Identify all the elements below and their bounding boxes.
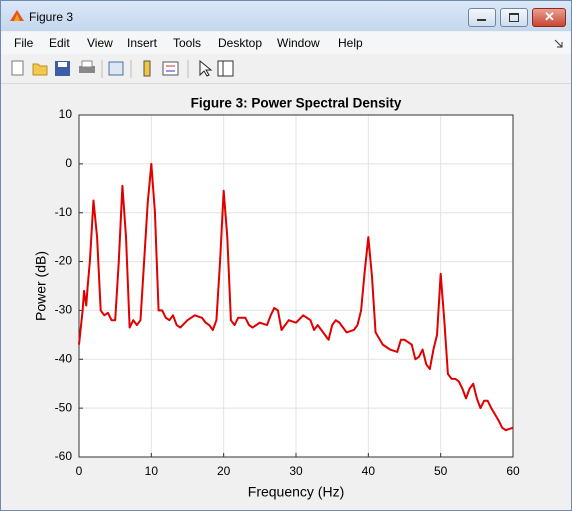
y-tick-label: -20 — [55, 254, 73, 268]
x-tick-label: 0 — [76, 464, 83, 478]
x-tick-label: 40 — [362, 464, 376, 478]
y-tick-label: -10 — [55, 205, 73, 219]
x-tick-label: 20 — [217, 464, 231, 478]
colorbar-icon[interactable] — [143, 60, 151, 77]
print-icon[interactable] — [79, 60, 95, 73]
y-tick-label: -40 — [55, 351, 73, 365]
menu-item[interactable]: Edit — [49, 36, 70, 50]
menu-item[interactable]: Desktop — [218, 36, 263, 50]
y-tick-label: -30 — [55, 303, 73, 317]
x-tick-label: 10 — [145, 464, 159, 478]
x-axis-label: Frequency (Hz) — [248, 484, 344, 500]
menu-item[interactable]: Insert — [127, 36, 158, 50]
maximize-button[interactable] — [500, 8, 528, 27]
x-tick-label: 30 — [289, 464, 303, 478]
y-axis-label: Power (dB) — [33, 251, 49, 321]
chart: Figure 3: Power Spectral Density Frequen… — [33, 96, 520, 500]
pointer-icon[interactable] — [199, 59, 213, 77]
y-tick-label: 10 — [59, 107, 73, 121]
dock-arrow[interactable] — [554, 39, 564, 49]
app-icon — [10, 10, 24, 21]
link-icon[interactable] — [108, 61, 124, 76]
toolbar — [1, 55, 571, 84]
new-icon[interactable] — [11, 60, 24, 76]
title-bar: Figure 3 ✕ — [1, 1, 571, 31]
menu-item[interactable]: View — [87, 36, 113, 50]
x-tick-label: 60 — [506, 464, 520, 478]
y-tick-label: -50 — [55, 400, 73, 414]
save-icon[interactable] — [55, 61, 70, 76]
plot-browser-icon[interactable] — [217, 60, 234, 77]
data-line — [78, 162, 514, 432]
menu-item[interactable]: Window — [277, 36, 320, 50]
legend-icon[interactable] — [162, 61, 179, 76]
menu-bar: File Edit View Insert Tools Desktop Wind… — [1, 32, 571, 54]
chart-title: Figure 3: Power Spectral Density — [191, 96, 402, 111]
y-tick-label: 0 — [65, 156, 72, 170]
menu-item[interactable]: Tools — [173, 36, 202, 50]
window-title: Figure 3 — [29, 10, 74, 24]
menu-item[interactable]: File — [14, 36, 34, 50]
axes-box — [78, 114, 514, 458]
y-tick-label: -60 — [55, 449, 73, 463]
minimize-button[interactable] — [468, 8, 496, 27]
x-tick-label: 50 — [434, 464, 448, 478]
open-icon[interactable] — [32, 63, 48, 76]
menu-item[interactable]: Help — [338, 36, 363, 50]
close-button[interactable]: ✕ — [532, 8, 566, 27]
